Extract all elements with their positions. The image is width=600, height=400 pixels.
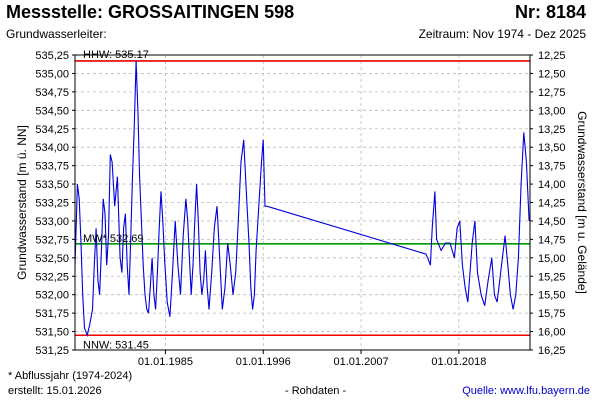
x-tick-label: 01.01.2018 [431, 356, 486, 368]
y-right-tick-label: 12,75 [538, 87, 566, 99]
y-right-tick-label: 14,75 [538, 234, 566, 246]
y-tick-label: 535,25 [35, 50, 69, 62]
y-right-tick-label: 14,50 [538, 216, 566, 228]
footnote-hydrological-year: * Abflussjahr (1974-2024) [8, 370, 133, 382]
y-tick-label: 535,00 [35, 68, 69, 80]
y-right-tick-label: 13,75 [538, 161, 566, 173]
y-right-tick-label: 15,25 [538, 271, 566, 283]
y-right-tick-label: 13,00 [538, 105, 566, 117]
y-right-tick-label: 14,25 [538, 198, 566, 210]
created-date: erstellt: 15.01.2026 [8, 385, 102, 397]
y-tick-label: 531,75 [35, 308, 69, 320]
y-right-tick-label: 16,00 [538, 327, 566, 339]
y-tick-label: 533,50 [35, 179, 69, 191]
y-tick-label: 534,50 [35, 105, 69, 117]
rawdata-label: - Rohdaten - [285, 385, 347, 397]
reference-line-label: NNW: 531.45 [83, 339, 149, 351]
plot-frame [74, 54, 531, 351]
aquifer-label: Grundwasserleiter: [6, 27, 107, 41]
y-right-tick-label: 15,75 [538, 308, 566, 320]
y-right-tick-label: 12,50 [538, 68, 566, 80]
y-tick-label: 532,50 [35, 253, 69, 265]
y-tick-label: 534,00 [35, 142, 69, 154]
x-tick-label: 01.01.2007 [334, 356, 389, 368]
period-label: Zeitraum: Nov 1974 - Dez 2025 [418, 27, 586, 41]
y-right-tick-label: 15,00 [538, 253, 566, 265]
y-tick-label: 533,00 [35, 216, 69, 228]
x-tick-label: 01.01.1985 [138, 356, 193, 368]
y-right-tick-label: 12,25 [538, 50, 566, 62]
reference-line-label: MW* 532.69 [83, 233, 144, 245]
y-tick-label: 533,75 [35, 161, 69, 173]
station-number: Nr: 8184 [514, 2, 586, 22]
x-tick-label: 01.01.1996 [236, 356, 291, 368]
y-tick-label: 531,25 [35, 345, 69, 357]
y-right-tick-label: 13,50 [538, 142, 566, 154]
y-tick-label: 532,25 [35, 271, 69, 283]
source-link[interactable]: Quelle: www.lfu.bayern.de [462, 385, 590, 397]
station-title: Messstelle: GROSSAITINGEN 598 [6, 2, 295, 22]
y-tick-label: 534,75 [35, 87, 69, 99]
y-tick-label: 534,25 [35, 124, 69, 136]
y-right-axis-label: Grundwasserstand [m u. Gelände] [575, 111, 589, 294]
y-right-tick-label: 14,00 [538, 179, 566, 191]
y-tick-label: 532,75 [35, 234, 69, 246]
series-line [74, 60, 530, 338]
y-right-tick-label: 13,25 [538, 124, 566, 136]
y-tick-label: 533,25 [35, 198, 69, 210]
y-tick-label: 532,00 [35, 290, 69, 302]
y-right-tick-label: 15,50 [538, 290, 566, 302]
y-axis-label: Grundwasserstand [m ü. NN] [15, 125, 29, 280]
y-right-tick-label: 16,25 [538, 345, 566, 357]
y-tick-label: 531,50 [35, 327, 69, 339]
